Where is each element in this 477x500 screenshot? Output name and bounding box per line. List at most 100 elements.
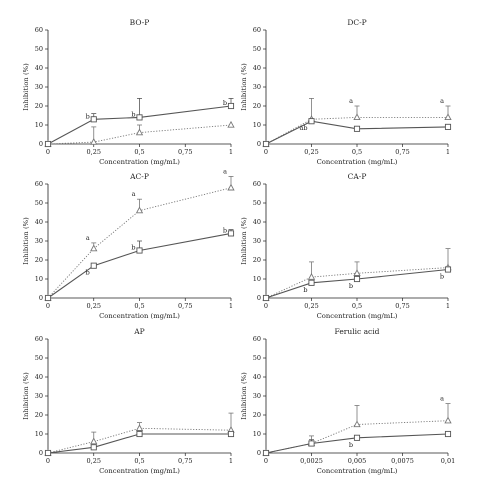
x-tick-label: 1 <box>229 302 233 310</box>
significance-label: b <box>349 441 353 449</box>
x-tick-label: 0,5 <box>134 302 144 310</box>
chart-panel-1: 0 10 20 30 40 50 60 0 0,25 0,5 0,75 1 BO-P Concentrat… <box>22 18 235 166</box>
y-tick-label: 20 <box>253 256 261 264</box>
significance-label: b <box>131 110 135 118</box>
data-point-triangle <box>307 272 316 280</box>
y-tick-label: 50 <box>253 354 261 362</box>
x-tick-label: 0,75 <box>395 302 409 310</box>
data-point-square <box>44 449 52 457</box>
x-tick-label: 0,5 <box>352 148 362 156</box>
data-point-triangle <box>353 420 361 428</box>
y-tick-label: 0 <box>257 449 261 457</box>
y-tick-label: 10 <box>35 430 43 438</box>
significance-label: b <box>223 99 227 107</box>
data-point-square <box>353 125 361 132</box>
y-tick-label: 30 <box>253 83 261 91</box>
series-line-dotted <box>47 124 232 145</box>
chart-panel-5: 0 10 20 30 40 50 60 0 0,25 0,5 0,75 1 AP Concentratio… <box>22 327 235 475</box>
y-tick-label: 0 <box>39 140 43 148</box>
x-tick-label: 0,75 <box>178 148 192 156</box>
x-tick-label: 0 <box>46 148 50 156</box>
y-tick-label: 40 <box>253 373 261 381</box>
chart-title: AP <box>133 327 144 336</box>
data-point-triangle <box>90 244 98 252</box>
significance-label: b <box>131 244 135 252</box>
data-point-triangle <box>353 113 361 121</box>
data-point-triangle <box>135 128 144 136</box>
data-point-square <box>308 440 315 447</box>
y-axis-label: Inhibition (%) <box>22 63 30 111</box>
chart-title: CA-P <box>348 172 367 181</box>
data-point-square <box>227 102 235 110</box>
y-tick-label: 60 <box>35 335 43 343</box>
chart-panel-6: 0 10 20 30 40 50 60 0 0,0025 0,005 0,0075 0,01 Ferul… <box>240 327 455 475</box>
x-tick-label: 1 <box>229 148 233 156</box>
significance-label: a <box>223 167 227 175</box>
data-point-square <box>136 114 143 121</box>
chart-panel-4: 0 10 20 30 40 50 60 0 0,25 0,5 0,75 1 CA-P Concentrat… <box>240 172 452 320</box>
x-tick-label: 0 <box>46 457 50 465</box>
x-tick-label: 0,25 <box>304 302 318 310</box>
series-line-solid <box>47 433 231 454</box>
series-line-solid <box>47 232 232 299</box>
data-point-triangle <box>135 424 144 431</box>
x-tick-label: 0,75 <box>178 457 192 465</box>
data-point-square <box>136 430 143 438</box>
y-tick-label: 40 <box>35 373 43 381</box>
series-line-solid <box>47 105 232 145</box>
x-tick-label: 0,25 <box>304 148 318 156</box>
y-tick-label: 50 <box>253 199 261 207</box>
y-tick-label: 20 <box>35 256 43 264</box>
x-tick-label: 0,0075 <box>391 457 414 465</box>
y-tick-label: 30 <box>253 392 261 400</box>
significance-label: a <box>440 395 444 403</box>
significance-label: b <box>223 226 227 234</box>
data-point-square <box>44 140 52 148</box>
x-tick-label: 0,25 <box>87 457 101 465</box>
data-point-square <box>90 116 97 123</box>
x-tick-label: 0,5 <box>352 302 362 310</box>
chart-title: DC-P <box>347 18 366 27</box>
data-point-square <box>353 434 361 441</box>
x-tick-label: 1 <box>446 148 450 156</box>
data-point-square <box>262 449 270 457</box>
y-tick-label: 30 <box>253 237 261 245</box>
x-tick-label: 0,5 <box>134 148 144 156</box>
data-point-square <box>227 430 235 438</box>
data-point-square <box>353 275 361 283</box>
data-point-triangle <box>135 206 144 214</box>
data-point-triangle <box>353 269 361 276</box>
data-point-square <box>308 279 315 286</box>
y-tick-label: 10 <box>35 121 43 129</box>
significance-label: a <box>132 190 136 198</box>
y-tick-label: 0 <box>39 294 43 302</box>
y-tick-label: 40 <box>35 64 43 72</box>
y-tick-label: 20 <box>253 411 261 419</box>
series-line-solid <box>265 433 449 454</box>
significance-label: a <box>86 234 90 242</box>
y-tick-label: 10 <box>253 430 261 438</box>
x-tick-label: 1 <box>446 302 450 310</box>
chart-title: BO-P <box>130 18 150 27</box>
data-point-square <box>227 230 235 237</box>
x-tick-label: 0 <box>264 148 268 156</box>
y-tick-label: 30 <box>35 83 43 91</box>
x-axis-label: Concentration (mg/mL) <box>317 312 398 320</box>
significance-label: b <box>349 282 353 290</box>
significance-label: b <box>440 273 444 281</box>
data-point-square <box>262 294 270 302</box>
series-line-dotted <box>265 267 449 299</box>
x-tick-label: 0,75 <box>178 302 192 310</box>
y-tick-label: 10 <box>253 121 261 129</box>
x-tick-label: 0 <box>264 302 268 310</box>
y-tick-label: 20 <box>35 102 43 110</box>
data-point-square <box>444 123 452 130</box>
y-tick-label: 50 <box>35 354 43 362</box>
y-tick-label: 60 <box>35 180 43 188</box>
y-tick-label: 0 <box>257 294 261 302</box>
y-axis-label: Inhibition (%) <box>240 372 248 420</box>
significance-label: a <box>349 97 353 105</box>
data-point-triangle <box>90 437 98 445</box>
y-tick-label: 0 <box>39 449 43 457</box>
